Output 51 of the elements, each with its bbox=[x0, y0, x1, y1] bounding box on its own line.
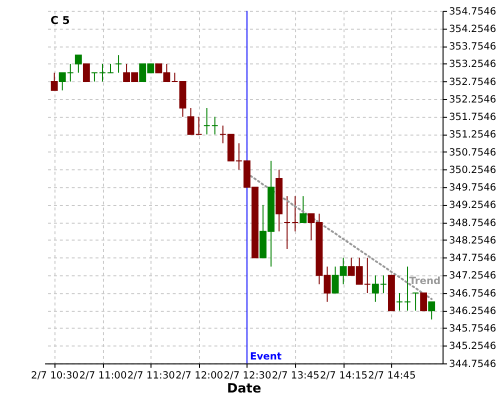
x-tick-label: 2/7 12:00 bbox=[176, 370, 224, 382]
y-tick-label: 347.2546 bbox=[449, 270, 496, 282]
x-tick-label: 2/7 11:00 bbox=[79, 370, 127, 382]
x-tick-label: 2/7 12:30 bbox=[224, 370, 272, 382]
y-tick-label: 353.2546 bbox=[449, 59, 496, 70]
candlestick bbox=[82, 63, 90, 82]
candlestick bbox=[107, 63, 114, 74]
candlestick bbox=[300, 196, 307, 224]
y-tick-label: 354.7546 bbox=[449, 6, 496, 18]
y-tick-label: 348.7546 bbox=[449, 218, 496, 229]
y-tick-label: 344.7546 bbox=[449, 358, 496, 370]
y-tick-label: 345.2546 bbox=[449, 341, 496, 352]
candlestick bbox=[396, 292, 403, 312]
y-tick-label: 347.7546 bbox=[449, 253, 496, 264]
y-tick-label: 346.7546 bbox=[449, 288, 496, 300]
candlestick bbox=[115, 54, 122, 74]
y-tick-label: 350.2546 bbox=[449, 164, 496, 176]
series-label: Trend bbox=[409, 276, 441, 288]
candlestick bbox=[284, 196, 291, 250]
x-tick-label: 2/7 14:15 bbox=[320, 370, 368, 382]
candlestick bbox=[74, 54, 82, 74]
y-tick-label: 348.2546 bbox=[449, 235, 496, 246]
y-tick-label: 352.2546 bbox=[449, 94, 496, 106]
candlestick bbox=[292, 196, 299, 232]
candlestick bbox=[90, 72, 98, 82]
x-tick-label: 2/7 10:30 bbox=[31, 370, 79, 382]
y-tick-label: 350.7546 bbox=[449, 147, 496, 158]
y-tick-label: 349.2546 bbox=[449, 200, 496, 212]
candlestick bbox=[428, 301, 436, 320]
y-tick-label: 345.7546 bbox=[449, 324, 496, 335]
candlestick bbox=[171, 72, 178, 82]
y-tick-label: 353.7546 bbox=[449, 42, 496, 53]
y-tick-label: 354.2546 bbox=[449, 24, 496, 35]
x-tick-label: 2/7 14:45 bbox=[368, 370, 416, 382]
x-tick-label: 2/7 13:45 bbox=[272, 370, 320, 382]
y-tick-label: 352.7546 bbox=[449, 76, 496, 88]
y-tick-label: 351.2546 bbox=[449, 130, 496, 141]
y-tick-label: 349.7546 bbox=[449, 182, 496, 194]
x-axis-title: Date bbox=[226, 382, 262, 397]
candlestick bbox=[203, 107, 210, 135]
candlestick bbox=[404, 266, 411, 312]
chart-title: C 5 bbox=[50, 14, 70, 27]
candlestick bbox=[412, 292, 420, 312]
candlestick bbox=[420, 292, 428, 312]
candlestick bbox=[211, 116, 218, 135]
x-tick-label: 2/7 11:30 bbox=[127, 370, 175, 382]
y-tick-label: 346.2546 bbox=[449, 306, 496, 317]
candlestick bbox=[99, 63, 106, 82]
ref-line-label: Event bbox=[250, 351, 282, 362]
candlestick bbox=[50, 72, 58, 91]
y-tick-label: 351.7546 bbox=[449, 112, 496, 124]
